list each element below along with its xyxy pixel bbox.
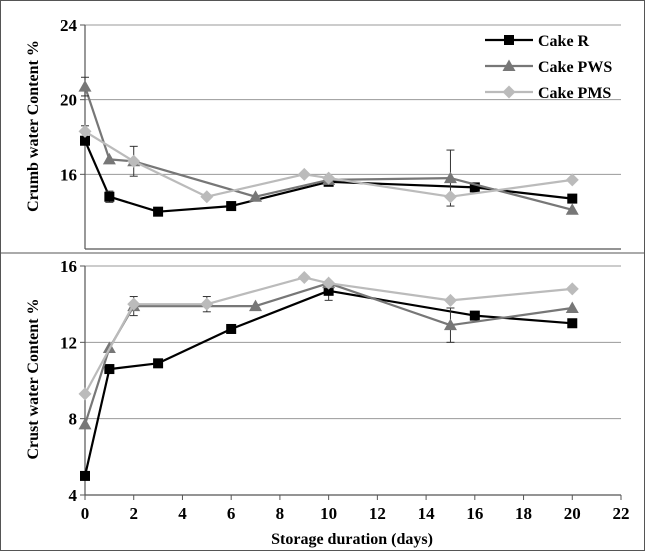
data-point-cake-pms-5: [200, 190, 214, 204]
data-point-cake-pws-20: [565, 301, 579, 313]
data-point-cake-pms-10: [322, 171, 336, 185]
data-point-cake-r-0: [80, 135, 90, 146]
data-point-cake-pms-0: [78, 124, 92, 138]
data-point-cake-r-1: [104, 191, 115, 202]
x-tick-label-18: 18: [515, 504, 532, 523]
legend: Cake R Cake PWS Cake PMS: [485, 33, 612, 102]
data-point-cake-pws-7: [249, 299, 263, 312]
data-point-cake-pms-0: [78, 387, 92, 401]
y-tick-label-4: 4: [69, 486, 78, 505]
data-point-cake-r-3: [153, 358, 164, 369]
data-point-cake-r-16: [469, 182, 480, 193]
data-point-cake-r-3: [153, 206, 164, 217]
data-point-cake-pms-15: [443, 293, 457, 307]
x-tick-label-22: 22: [613, 504, 630, 523]
legend-item-cake-pws: Cake PWS: [485, 59, 612, 76]
data-point-cake-pms-9: [297, 270, 311, 284]
x-tick-label-16: 16: [466, 504, 483, 523]
data-point-cake-pws-7: [249, 190, 263, 202]
crumb-panel: 16 20 24 Crumb water Content % Cake R Cake…: [25, 16, 621, 250]
data-point-cake-pws-20: [565, 203, 579, 215]
series-cake-r: [80, 280, 578, 481]
legend-label-cake-pms: Cake PMS: [538, 85, 611, 102]
y-tick-label-20: 20: [60, 91, 77, 110]
legend-label-cake-pws: Cake PWS: [538, 59, 612, 76]
x-tick-label-12: 12: [369, 504, 386, 523]
y-tick-label-24: 24: [60, 16, 78, 35]
y-tick-label-8: 8: [69, 410, 78, 429]
data-point-cake-pws-1: [102, 152, 116, 165]
x-tick-label-0: 0: [81, 504, 90, 523]
crumb-gridlines: [85, 24, 621, 175]
crust-series-layer: [78, 270, 579, 481]
data-point-cake-pms-5: [200, 297, 214, 311]
data-point-cake-r-10: [323, 285, 334, 296]
data-point-cake-pws-0: [78, 80, 92, 92]
data-point-cake-pms-15: [443, 190, 457, 204]
y-tick-label-12: 12: [60, 333, 77, 352]
data-point-cake-r-0: [80, 470, 90, 481]
series-cake-pms: [78, 270, 579, 401]
legend-label-cake-r: Cake R: [538, 33, 590, 50]
crumb-y-axis-title: Crumb water Content %: [25, 40, 42, 212]
legend-item-cake-r: Cake R: [485, 33, 590, 50]
data-point-cake-r-6: [226, 201, 237, 212]
crust-y-axis-title: Crust water Content %: [25, 298, 42, 459]
crust-y-tick-labels: 4 8 12 16: [60, 257, 78, 505]
data-point-cake-pms-9: [297, 167, 311, 181]
series-cake-pms: [78, 124, 579, 204]
x-tick-label-2: 2: [129, 504, 138, 523]
y-tick-label-16: 16: [60, 257, 77, 276]
data-point-cake-pws-15: [443, 318, 457, 331]
x-tick-label-4: 4: [178, 504, 187, 523]
data-point-cake-pws-0: [78, 417, 92, 430]
x-tick-label-14: 14: [418, 504, 436, 523]
crust-gridlines: [85, 265, 621, 420]
x-tick-label-8: 8: [276, 504, 285, 523]
data-point-cake-pms-2: [127, 297, 141, 311]
crust-axes: [80, 265, 622, 500]
x-tick-label-20: 20: [564, 504, 581, 523]
data-point-cake-pms-2: [127, 154, 141, 168]
legend-swatch-marker-cake-pws: [502, 59, 516, 71]
data-point-cake-r-16: [469, 310, 480, 321]
data-point-cake-r-6: [226, 323, 237, 334]
data-point-cake-pws-15: [443, 171, 457, 184]
x-axis-title: Storage duration (days): [271, 531, 433, 548]
crust-panel: 4 8 12 16 0 2 4 6 8 10 12 14 16 18 20 22 Crust water C…: [25, 257, 630, 548]
y-tick-label-16: 16: [60, 165, 77, 184]
crumb-y-tick-labels: 16 20 24: [60, 16, 78, 184]
data-point-cake-pms-10: [322, 276, 336, 290]
crumb-series-layer: [78, 76, 579, 217]
legend-item-cake-pms: Cake PMS: [485, 85, 611, 102]
data-point-cake-r-1: [104, 364, 115, 375]
data-point-cake-r-20: [567, 318, 578, 329]
crust-x-tick-labels: 0 2 4 6 8 10 12 14 16 18 20 22: [81, 504, 630, 523]
data-point-cake-pms-20: [565, 173, 579, 187]
x-tick-label-6: 6: [227, 504, 236, 523]
legend-swatch-marker-cake-r: [504, 35, 514, 45]
x-tick-label-10: 10: [320, 504, 337, 523]
data-point-cake-pms-20: [565, 282, 579, 296]
legend-swatch-marker-cake-pms: [502, 85, 516, 99]
data-point-cake-r-20: [567, 193, 578, 204]
